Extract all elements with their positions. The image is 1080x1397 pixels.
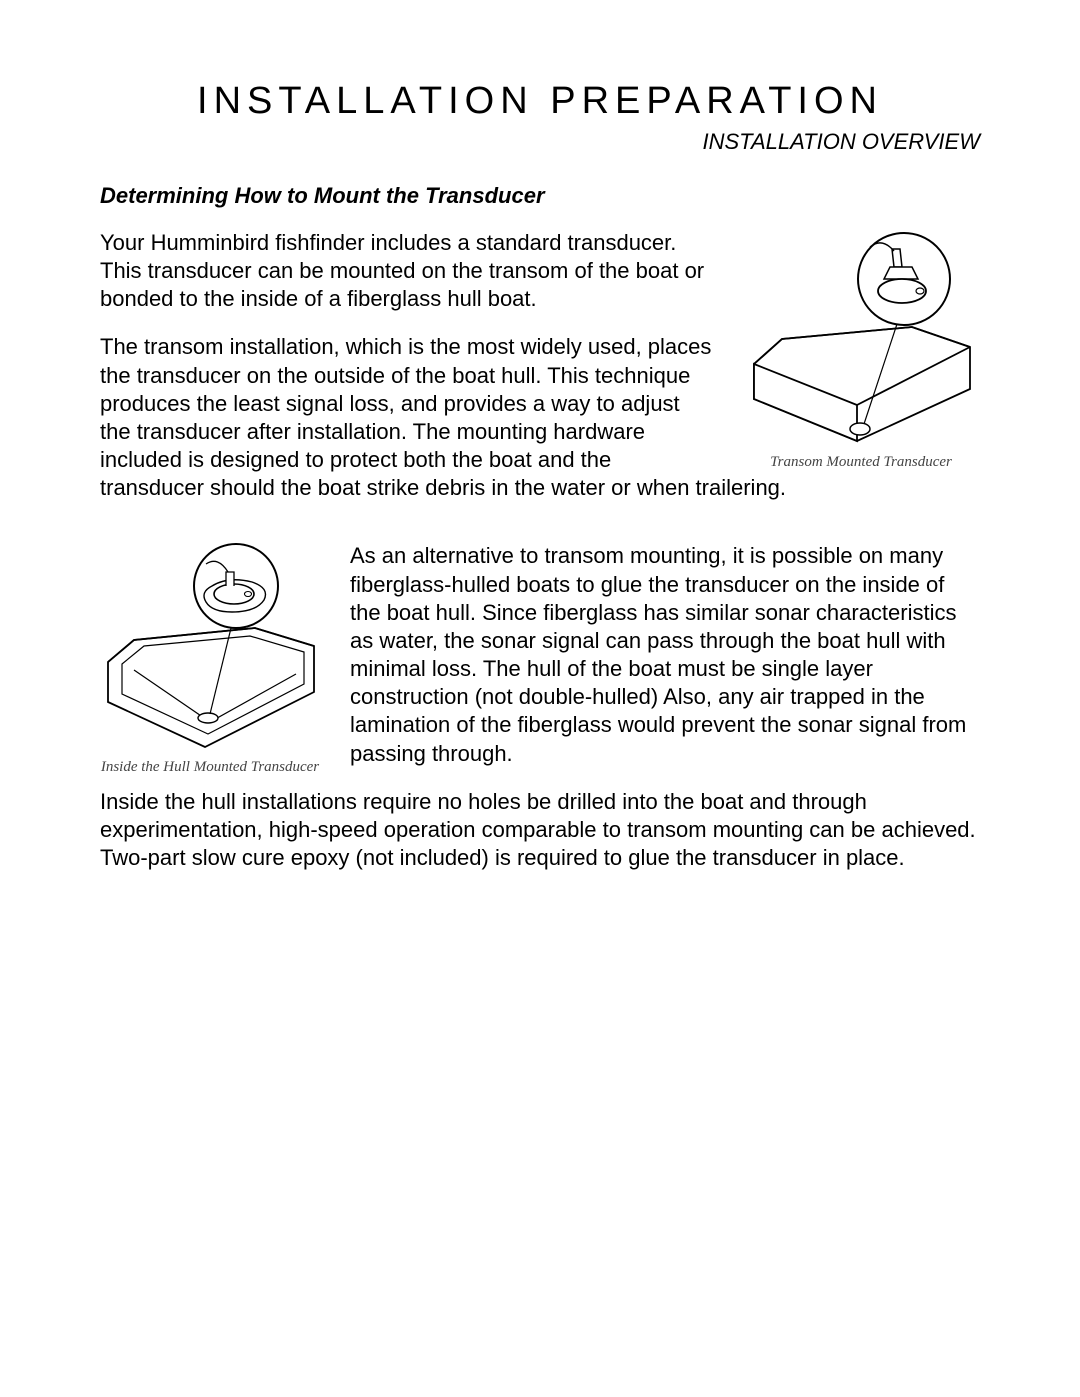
transom-mounted-transducer-illustration — [742, 229, 980, 447]
figure-transom-caption: Transom Mounted Transducer — [742, 453, 980, 472]
content-area: Transom Mounted Transducer Your Humminbi… — [100, 229, 980, 892]
section-heading: Determining How to Mount the Transducer — [100, 183, 980, 209]
inside-hull-mounted-transducer-illustration — [100, 542, 320, 752]
figure-inside-hull-caption: Inside the Hull Mounted Transducer — [100, 758, 320, 777]
figure-inside-hull: Inside the Hull Mounted Transducer — [100, 542, 320, 777]
page-title: INSTALLATION PREPARATION — [100, 80, 980, 123]
paragraph-4: Inside the hull installations require no… — [100, 788, 980, 872]
figure-transom: Transom Mounted Transducer — [742, 229, 980, 472]
page-subtitle: INSTALLATION OVERVIEW — [100, 129, 980, 155]
